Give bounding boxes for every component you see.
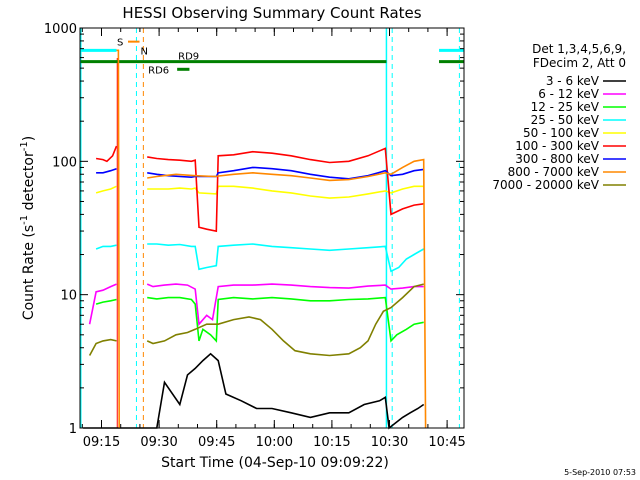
x-tick-label: 10:00 [256, 435, 293, 450]
x-tick-label: 09:45 [198, 435, 235, 450]
s-flag-label: S [117, 38, 123, 49]
legend-header-line-1: Det 1,3,4,5,6,9, [532, 42, 626, 56]
series-line [147, 296, 424, 343]
series-line [95, 185, 117, 194]
y-tick-label: 100 [52, 155, 77, 170]
series-line [147, 243, 425, 273]
series-line [147, 185, 424, 199]
annotation-layer: S N RD9 RD6 [80, 28, 464, 428]
y-tick-label: 1000 [44, 22, 77, 37]
rd6-flag-label: RD6 [148, 65, 169, 76]
series-line [88, 283, 117, 325]
plot-frame [79, 27, 465, 429]
x-tick-label: 10:30 [371, 435, 408, 450]
y-axis-label-main: Count Rate (s [21, 225, 37, 320]
y-tick-label: 1 [69, 422, 77, 437]
series-line [116, 49, 120, 429]
y-axis-label: Count Rate (s-1 detector-1) [19, 136, 37, 320]
series-line [96, 167, 117, 174]
legend-label: 50 - 100 keV [523, 126, 600, 140]
series-line [95, 244, 117, 250]
series-line [95, 145, 118, 163]
series-line [146, 283, 424, 357]
legend-header-line-2: FDecim 2, Att 0 [533, 56, 626, 70]
legend: Det 1,3,4,5,6,9, FDecim 2, Att 0 3 - 6 k… [492, 42, 626, 192]
y-tick-label: 10 [60, 289, 77, 304]
legend-label: 12 - 25 keV [531, 100, 600, 114]
chart-title: HESSI Observing Summary Count Rates [122, 4, 421, 22]
series-line [147, 147, 424, 233]
y-axis-label-mid: detector [21, 151, 37, 215]
legend-label: 7000 - 20000 keV [492, 178, 599, 192]
x-axis-label: Start Time (04-Sep-10 09:09:22) [161, 455, 389, 471]
y-axis-label-end: ) [21, 136, 37, 141]
legend-label: 100 - 300 keV [515, 139, 599, 153]
legend-label: 6 - 12 keV [538, 87, 600, 101]
x-tick-label: 09:15 [83, 435, 120, 450]
footer-timestamp: 5-Sep-2010 07:53 [564, 468, 636, 477]
y-axis-label-sup1: -1 [19, 215, 30, 225]
series-line [146, 283, 424, 327]
x-tick-label: 09:30 [140, 435, 177, 450]
legend-label: 3 - 6 keV [546, 74, 600, 88]
series-layer [83, 49, 427, 430]
rd9-flag-label: RD9 [178, 52, 199, 63]
x-axis: 09:15 09:30 09:45 10:00 10:15 10:30 10:45 [81, 28, 466, 450]
series-line [83, 352, 425, 430]
series-line [95, 298, 117, 305]
legend-label: 25 - 50 keV [531, 113, 600, 127]
n-flag-label: N [140, 46, 147, 57]
y-axis-label-sup2: -1 [19, 141, 30, 151]
series-line [147, 158, 427, 429]
legend-label: 800 - 7000 keV [508, 165, 600, 179]
series-line [88, 338, 117, 356]
y-axis: 1 10 100 1000 [44, 22, 464, 437]
legend-label: 300 - 800 keV [515, 152, 599, 166]
x-tick-label: 10:15 [313, 435, 350, 450]
x-tick-label: 10:45 [428, 435, 465, 450]
